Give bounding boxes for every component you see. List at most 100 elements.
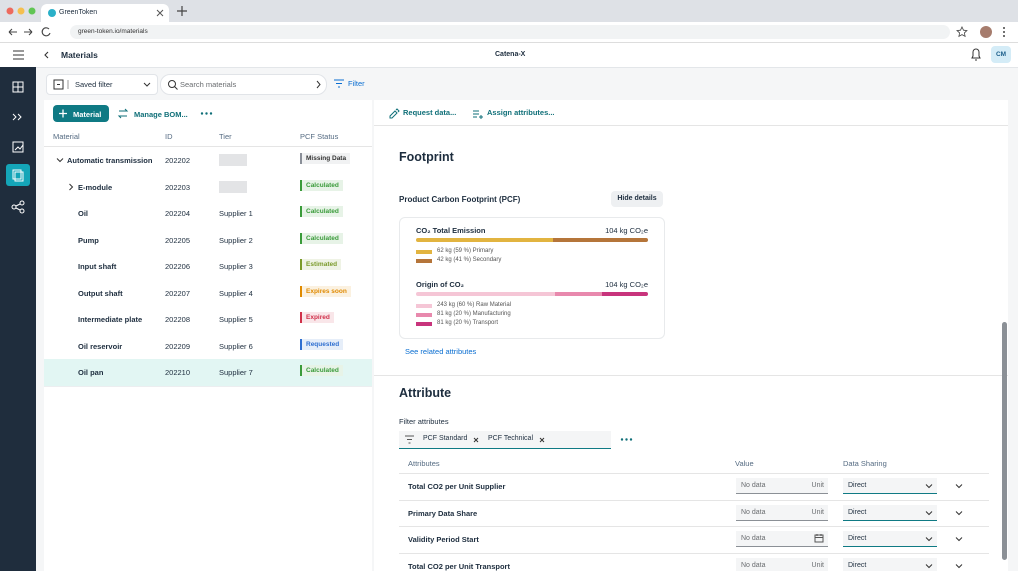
value-placeholder: No data	[741, 482, 766, 489]
sharing-select[interactable]: Direct	[843, 504, 937, 521]
search-go	[316, 80, 321, 89]
divider	[399, 499, 989, 501]
column-header: Data Sharing	[843, 459, 887, 468]
emission-value: 104 kg CO₂e	[605, 280, 648, 289]
page-title: Materials	[61, 50, 98, 60]
expand-icon[interactable]	[67, 183, 75, 191]
material-row[interactable]: Oil 202204 Supplier 1 Calculated	[44, 200, 372, 228]
more-actions[interactable]	[200, 105, 214, 122]
saved-filter-label: Saved filter	[75, 80, 113, 89]
related-link[interactable]: See related attributes	[405, 347, 477, 356]
action-button[interactable]: Request data...	[388, 106, 462, 120]
filter-chip[interactable]: PCF Technical	[488, 434, 546, 445]
browser-tab[interactable]: GreenToken	[41, 4, 169, 22]
legend-swatch	[416, 250, 432, 254]
material-row[interactable]: Intermediate plate 202208 Supplier 5 Expire…	[44, 306, 372, 334]
material-row[interactable]: Automatic transmission 202202 Missing Data	[44, 147, 372, 175]
hide-details-button[interactable]: Hide details	[611, 191, 663, 207]
tier: Supplier 5	[219, 315, 253, 324]
avatar[interactable]: CM	[991, 46, 1011, 63]
legend-swatch	[416, 313, 432, 317]
chip-label: PCF Standard	[423, 435, 468, 442]
unit-label: Unit	[811, 508, 824, 516]
legend-swatch	[416, 259, 432, 263]
column-header: ID	[165, 132, 173, 141]
back-icon[interactable]	[43, 43, 51, 67]
tier: Supplier 7	[219, 368, 253, 377]
material-row[interactable]: Oil reservoir 202209 Supplier 6 Requested	[44, 332, 372, 360]
sharing-value: Direct	[848, 561, 867, 569]
status-badge: Calculated	[300, 179, 343, 191]
material-name: Automatic transmission	[67, 156, 153, 165]
row-expand[interactable]	[955, 509, 963, 517]
url-bar[interactable]: green-token.io/materials	[70, 25, 950, 39]
tab-close[interactable]	[156, 4, 164, 22]
plus-icon	[59, 109, 67, 118]
status-badge: Estimated	[300, 259, 342, 270]
legend-label: 81 kg (20 %) Transport	[437, 320, 499, 326]
action-icon	[473, 110, 483, 119]
sidebar-icons[interactable]	[0, 67, 36, 227]
legend-label: 81 kg (20 %) Manufacturing	[437, 311, 511, 317]
filter-icon	[405, 435, 414, 444]
material-name: Intermediate plate	[78, 315, 143, 324]
column-header: Attributes	[408, 459, 440, 468]
filter-label: Filter	[348, 79, 365, 88]
filter-button[interactable]: Filter	[331, 74, 371, 93]
manage-bom-button[interactable]: Manage BOM...	[117, 105, 190, 122]
dropdown-icon	[143, 82, 151, 87]
attribute-filter[interactable]: PCF Standard PCF Technical	[399, 431, 611, 449]
divider	[399, 552, 989, 554]
browser-tabbar: GreenToken	[0, 0, 1018, 22]
material-name: Output shaft	[78, 288, 123, 298]
search-field[interactable]: Search materials	[160, 74, 327, 95]
value-input[interactable]: No data Unit	[736, 478, 828, 494]
chip-remove[interactable]	[539, 437, 545, 443]
more-filters[interactable]	[620, 431, 634, 448]
material-row[interactable]: E-module 202203 Calculated	[44, 173, 372, 201]
material-id: 202204	[165, 209, 191, 218]
column-header: PCF Status	[300, 132, 339, 141]
tier-placeholder	[219, 154, 247, 166]
browser-icons[interactable]	[955, 22, 1015, 42]
filter-icon	[334, 79, 344, 88]
stacked-bar	[416, 238, 648, 242]
value-input[interactable]: No data Unit	[736, 557, 828, 571]
filter-chip[interactable]: PCF Standard	[423, 434, 483, 445]
nav-buttons[interactable]	[6, 22, 66, 42]
saved-filter[interactable]: Saved filter	[46, 74, 158, 95]
material-row[interactable]: Oil pan 202210 Supplier 7 Calculated	[44, 359, 372, 387]
status-badge: Calculated	[300, 365, 343, 376]
sharing-select[interactable]: Direct	[843, 557, 937, 571]
value-placeholder: No data	[741, 508, 766, 516]
material-name: E-module	[78, 182, 113, 192]
expand-icon[interactable]	[56, 156, 64, 164]
sharing-select[interactable]: Direct	[843, 531, 937, 547]
material-row[interactable]: Output shaft 202207 Supplier 4 Expires soon	[44, 279, 372, 307]
status-badge: Expires soon	[300, 285, 351, 297]
scrollbar-thumb[interactable]	[1002, 322, 1007, 560]
sidebar	[0, 67, 36, 571]
row-expand[interactable]	[955, 535, 963, 543]
notifications[interactable]	[970, 43, 982, 67]
menu-icon[interactable]	[12, 43, 26, 67]
tier-placeholder	[219, 180, 247, 193]
new-tab[interactable]	[176, 0, 188, 22]
row-expand[interactable]	[955, 482, 963, 490]
material-id: 202203	[165, 182, 191, 192]
search-icon	[168, 80, 178, 90]
action-label: Request data...	[403, 108, 457, 117]
detail-panel: Footprint Product Carbon Footprint (PCF)…	[374, 100, 1008, 571]
dropdown-icon	[925, 484, 933, 489]
attribute-heading: Attribute	[399, 386, 452, 400]
add-material-button[interactable]: Material	[53, 105, 109, 122]
value-input[interactable]: No data	[736, 531, 828, 547]
action-button[interactable]: Assign attributes...	[472, 106, 558, 120]
value-input[interactable]: No data Unit	[736, 504, 828, 521]
material-row[interactable]: Pump 202205 Supplier 2 Calculated	[44, 226, 372, 254]
material-id: 202205	[165, 235, 191, 245]
sharing-select[interactable]: Direct	[843, 478, 937, 494]
chip-remove[interactable]	[473, 437, 479, 443]
material-row[interactable]: Input shaft 202206 Supplier 3 Estimated	[44, 253, 372, 281]
row-expand[interactable]	[955, 562, 963, 570]
